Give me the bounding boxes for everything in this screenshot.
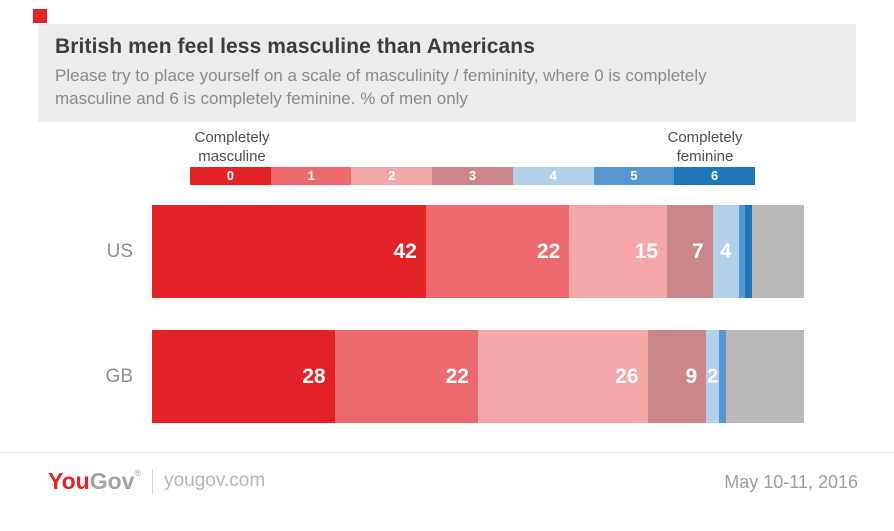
bar-value-label: 9: [685, 364, 698, 388]
bar-segment: 22: [425, 205, 570, 298]
gb-stacked-bar: 28 22 26 9 2: [152, 330, 804, 423]
yougov-logo: You: [48, 467, 90, 494]
legend-scale-segment: 2: [351, 167, 433, 185]
legend-scale-segment: 3: [432, 167, 513, 185]
header-panel: British men feel less masculine than Ame…: [38, 24, 856, 122]
legend-scale-segment: 4: [512, 167, 594, 185]
logo-divider: [152, 468, 154, 494]
legend-scale-segment: 1: [270, 167, 352, 185]
bar-value-label: 26: [615, 364, 639, 388]
bar-segment: 2: [706, 330, 720, 423]
bar-value-label: 22: [536, 239, 561, 263]
bar-value-label: 2: [707, 365, 719, 387]
bar-segment: 22: [334, 330, 478, 423]
bar-value-label: 15: [634, 239, 659, 263]
page-title: British men feel less masculine than Ame…: [55, 35, 536, 58]
survey-date: May 10-11, 2016: [724, 472, 858, 492]
legend-scale-segment: 5: [593, 167, 675, 185]
website-text: yougov.com: [164, 470, 266, 491]
brand-red-square-icon: [33, 9, 47, 23]
bar-segment: [738, 205, 746, 298]
bar-segment: [725, 330, 804, 423]
bar-value-label: 42: [393, 239, 417, 263]
bar-segment: [719, 330, 726, 423]
subtitle-line-1: Please try to place yourself on a scale …: [55, 66, 707, 85]
legend-label-masculine: Completely masculine: [194, 129, 270, 165]
bar-segment: [751, 205, 804, 298]
bar-segment: [745, 205, 752, 298]
bar-value-label: 22: [445, 364, 469, 388]
legend-scale-segment: 6: [674, 167, 756, 185]
subtitle-line-2: masculine and 6 is completely feminine. …: [55, 89, 468, 108]
legend-label-feminine: Completely feminine: [667, 129, 743, 165]
row-label-us: US: [106, 240, 133, 262]
bar-segment: 9: [647, 330, 707, 423]
yougov-logo-gov: Gov: [89, 467, 135, 494]
bar-segment: 4: [712, 205, 739, 298]
bar-segment: 7: [667, 205, 713, 298]
bar-segment: 15: [569, 205, 668, 298]
row-label-gb: GB: [105, 365, 133, 387]
bar-value-label: 28: [302, 364, 326, 388]
bar-value-label: 4: [720, 240, 732, 262]
registered-mark-icon: ®: [134, 468, 142, 478]
us-stacked-bar: 42 22 15 7 4: [152, 205, 804, 298]
legend-scale-segment: 0: [190, 167, 271, 185]
bar-segment: 42: [152, 205, 426, 298]
footer-branding: You Gov ® yougov.com: [48, 466, 265, 496]
footer-divider: [0, 452, 894, 453]
bar-segment: 28: [152, 330, 335, 423]
bar-segment: 26: [477, 330, 648, 423]
bar-value-label: 7: [692, 239, 704, 263]
